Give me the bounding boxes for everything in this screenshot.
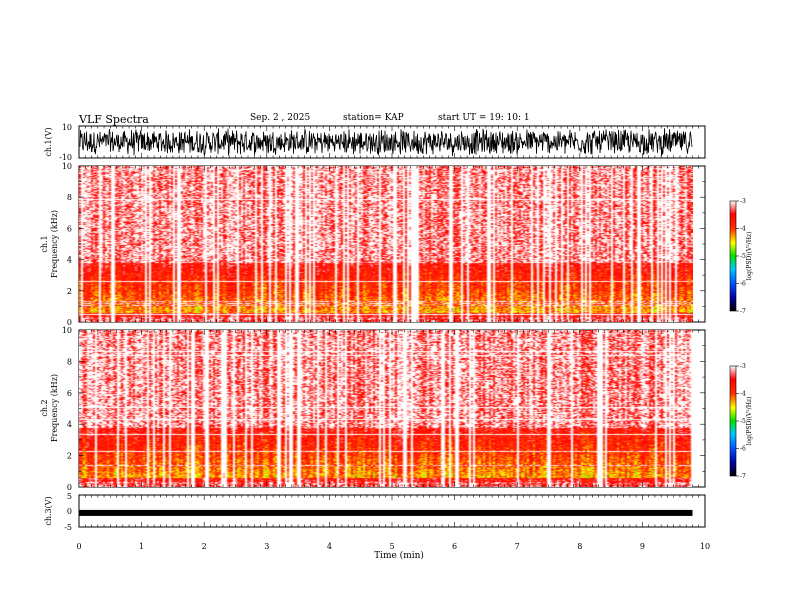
time-tick-label: 0 [76, 542, 81, 551]
ch2-colorbar-label: log(PSD)(V²/Hz) [746, 397, 753, 446]
time-tick-label: 9 [640, 542, 645, 551]
time-axis-ticks [78, 126, 706, 527]
frequency-tick-label: 10 [62, 162, 72, 171]
ch1-ylabel: ch.1(V) [44, 127, 53, 156]
colorbar-tick-label: -7 [740, 308, 746, 315]
time-tick-label: 2 [202, 542, 207, 551]
ch2-colorbar: -3 -4 -5 -6 -7 log(PSD)(V²/Hz) [729, 363, 753, 480]
ch1-waveform-trace [79, 128, 693, 157]
ch3-ylabel: ch.3(V) [44, 496, 53, 525]
frequency-tick-label: 6 [67, 224, 72, 233]
time-tick-label: 8 [577, 542, 582, 551]
header-date: Sep. 2 , 2025 [250, 113, 311, 123]
time-tick-label: 4 [327, 542, 332, 551]
ch1-ylabel-channel: ch.1 [40, 235, 49, 252]
ch1-colorbar: -3 -4 -5 -6 -7 log(PSD)(V²/Hz) [729, 198, 753, 315]
colorbar-tick-label: -5 [740, 253, 746, 260]
ch3-ytick-mid: 0 [67, 507, 72, 516]
time-tick-label: 10 [700, 542, 710, 551]
time-tick-label: 7 [515, 542, 520, 551]
time-tick-label: 5 [389, 542, 394, 551]
colorbar-tick-label: -6 [740, 446, 746, 453]
time-axis-labels: 0 1 2 3 4 5 6 7 8 9 10 [76, 542, 710, 551]
time-tick-label: 6 [452, 542, 457, 551]
ch2-ylabel-channel: ch.2 [40, 399, 49, 416]
ch2-spectrogram-image [79, 330, 693, 487]
ch1-waveform-panel: 10 -10 ch.1(V) [44, 123, 706, 162]
ch1-colorbar-label: log(PSD)(V²/Hz) [746, 232, 753, 281]
frequency-tick-label: 0 [67, 318, 72, 327]
ch1-spectrogram-image [79, 166, 693, 322]
ch3-ytick-top: 5 [67, 492, 72, 501]
ch1-frequency-ticks: 0 2 4 6 8 10 [62, 162, 705, 327]
colorbar-tick-label: -5 [740, 418, 746, 425]
colorbar-tick-label: -3 [740, 363, 746, 370]
ch2-frequency-ticks: 0 2 4 6 8 10 [62, 326, 705, 492]
ch1-ylabel-frequency: Frequency (kHz) [50, 210, 59, 278]
header-station: station= KAP [343, 113, 404, 123]
header-title: VLF Spectra [79, 113, 149, 126]
colorbar-tick-label: -3 [740, 198, 746, 205]
colorbar-tick-label: -4 [740, 391, 746, 398]
ch3-waveform-trace [79, 509, 693, 516]
ch1-ytick-top: 10 [62, 123, 72, 132]
ch3-ytick-bottom: -5 [64, 523, 72, 532]
frequency-tick-label: 10 [62, 326, 72, 335]
colorbar-tick-label: -4 [740, 226, 746, 233]
header-start-time: start UT = 19: 10: 1 [438, 113, 530, 123]
frequency-tick-label: 2 [67, 287, 72, 296]
frequency-tick-label: 4 [67, 420, 72, 429]
time-tick-label: 1 [139, 542, 144, 551]
frequency-tick-label: 6 [67, 389, 72, 398]
ch2-spectrogram-panel: 0 2 4 6 8 10 ch.2 Frequency (kHz) [40, 326, 706, 492]
colorbar-tick-label: -7 [740, 473, 746, 480]
time-axis-label: Time (min) [374, 550, 424, 561]
frequency-tick-label: 0 [67, 483, 72, 492]
ch1-spectrogram-panel: 0 2 4 6 8 10 ch.1 Frequency (kHz) [40, 162, 706, 327]
time-tick-label: 3 [264, 542, 269, 551]
frequency-tick-label: 8 [67, 357, 72, 366]
colorbar-tick-label: -6 [740, 281, 746, 288]
ch1-ytick-bottom: -10 [59, 153, 72, 162]
ch3-waveform-panel: 5 0 -5 ch.3(V) [44, 492, 706, 532]
ch2-ylabel-frequency: Frequency (kHz) [50, 374, 59, 442]
frequency-tick-label: 4 [67, 256, 72, 265]
frequency-tick-label: 2 [67, 452, 72, 461]
frequency-tick-label: 8 [67, 193, 72, 202]
